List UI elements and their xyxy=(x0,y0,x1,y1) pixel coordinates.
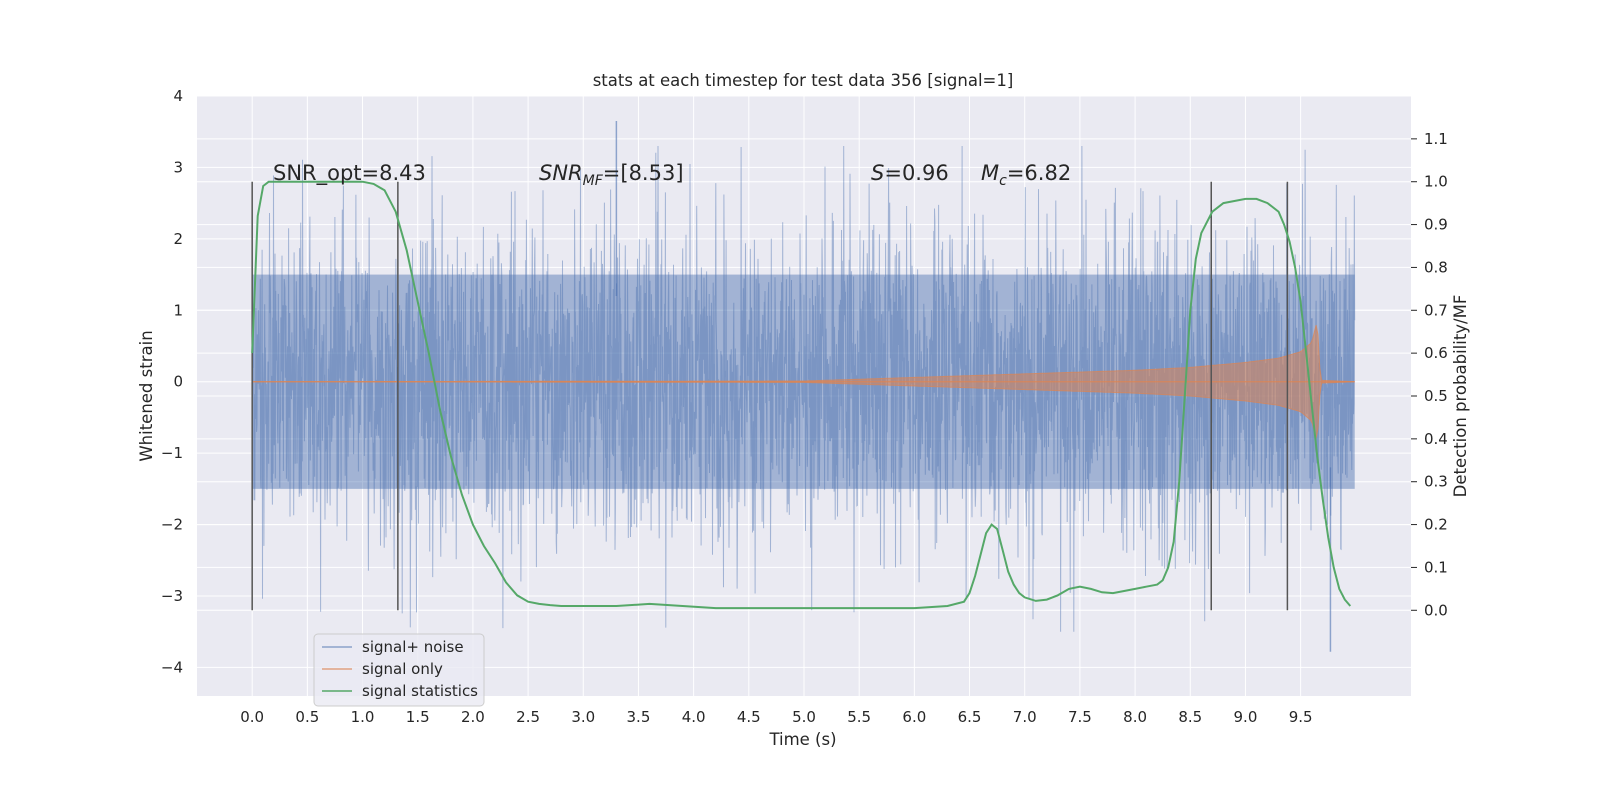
x-tick-label: 2.0 xyxy=(461,708,485,726)
y-tick-label: 4 xyxy=(173,87,183,105)
legend: signal+ noise signal only signal statist… xyxy=(314,634,484,706)
annotation-mc: Mc=6.82 xyxy=(981,161,1071,189)
x-tick-label: 6.5 xyxy=(958,708,982,726)
annotation-snr-mf-value: =[8.53] xyxy=(603,161,684,185)
y-right-tick-label: 0.9 xyxy=(1424,216,1448,234)
chart-title: stats at each timestep for test data 356… xyxy=(593,71,1014,90)
x-tick-label: 1.0 xyxy=(351,708,375,726)
x-tick-label: 3.0 xyxy=(571,708,595,726)
x-tick-label: 3.5 xyxy=(627,708,651,726)
y-right-tick-label: 0.6 xyxy=(1424,344,1448,362)
y-right-tick-label: 0.8 xyxy=(1424,258,1448,276)
x-tick-label: 5.5 xyxy=(847,708,871,726)
y-tick-label: 0 xyxy=(173,373,183,391)
y-right-tick-label: 0.2 xyxy=(1424,516,1448,534)
legend-label-noise: signal+ noise xyxy=(362,638,464,656)
y-right-tick-label: 1.1 xyxy=(1424,130,1448,148)
y-tick-labels: −4 −3 −2 −1 0 1 2 3 4 xyxy=(161,87,183,676)
y-tick-label: −3 xyxy=(161,587,183,605)
y-right-tick-label: 0.7 xyxy=(1424,301,1448,319)
y-tick-label: −4 xyxy=(161,658,183,676)
y-tick-label: −2 xyxy=(161,516,183,534)
annotation-mc-value: =6.82 xyxy=(1007,161,1071,185)
annotation-s-symbol: S xyxy=(871,161,884,185)
y-right-tick-label: 0.1 xyxy=(1424,558,1448,576)
x-tick-label: 9.0 xyxy=(1234,708,1258,726)
x-tick-labels: 0.0 0.5 1.0 1.5 2.0 2.5 3.0 3.5 4.0 4.5 5.0 5.5 6.0 6… xyxy=(240,708,1312,726)
x-tick-label: 1.5 xyxy=(406,708,430,726)
annotation-snr-mf-symbol: SNR xyxy=(539,161,583,185)
x-tick-label: 4.0 xyxy=(682,708,706,726)
annotation-s: S=0.96 xyxy=(871,161,949,185)
x-tick-label: 0.0 xyxy=(240,708,264,726)
y-right-axis-label: Detection probability/MF xyxy=(1451,295,1470,498)
y-right-tick-label: 0.3 xyxy=(1424,473,1448,491)
y-right-tick-label: 0.4 xyxy=(1424,430,1448,448)
x-tick-label: 0.5 xyxy=(295,708,319,726)
y-tick-label: 3 xyxy=(173,158,183,176)
x-tick-label: 5.0 xyxy=(792,708,816,726)
legend-label-signal: signal only xyxy=(362,660,443,678)
x-tick-label: 7.0 xyxy=(1013,708,1037,726)
y-right-tick-label: 1.0 xyxy=(1424,173,1448,191)
x-tick-label: 8.0 xyxy=(1123,708,1147,726)
annotation-snr-mf: SNRMF=[8.53] xyxy=(539,161,684,189)
legend-label-statistics: signal statistics xyxy=(362,682,478,700)
y-axis-label: Whitened strain xyxy=(137,330,156,461)
x-tick-label: 7.5 xyxy=(1068,708,1092,726)
y-tick-label: 2 xyxy=(173,230,183,248)
x-tick-label: 9.5 xyxy=(1289,708,1313,726)
x-tick-label: 4.5 xyxy=(737,708,761,726)
y-right-tick-label: 0.5 xyxy=(1424,387,1448,405)
annotation-snr-mf-subscript: MF xyxy=(583,173,604,189)
y-right-tick-label: 0.0 xyxy=(1424,601,1448,619)
y-right-tick-labels: 0.0 0.1 0.2 0.3 0.4 0.5 0.6 0.7 0.8 0.9 1.0 1.1 xyxy=(1411,130,1448,619)
y-tick-label: −1 xyxy=(161,444,183,462)
x-axis-label: Time (s) xyxy=(768,730,836,749)
annotation-s-value: =0.96 xyxy=(884,161,948,185)
annotation-mc-symbol: M xyxy=(981,161,999,185)
annotation-snr-opt: SNR_opt=8.43 xyxy=(273,161,426,186)
x-tick-label: 2.5 xyxy=(516,708,540,726)
x-tick-label: 8.5 xyxy=(1178,708,1202,726)
x-tick-label: 6.0 xyxy=(902,708,926,726)
y-tick-label: 1 xyxy=(173,301,183,319)
